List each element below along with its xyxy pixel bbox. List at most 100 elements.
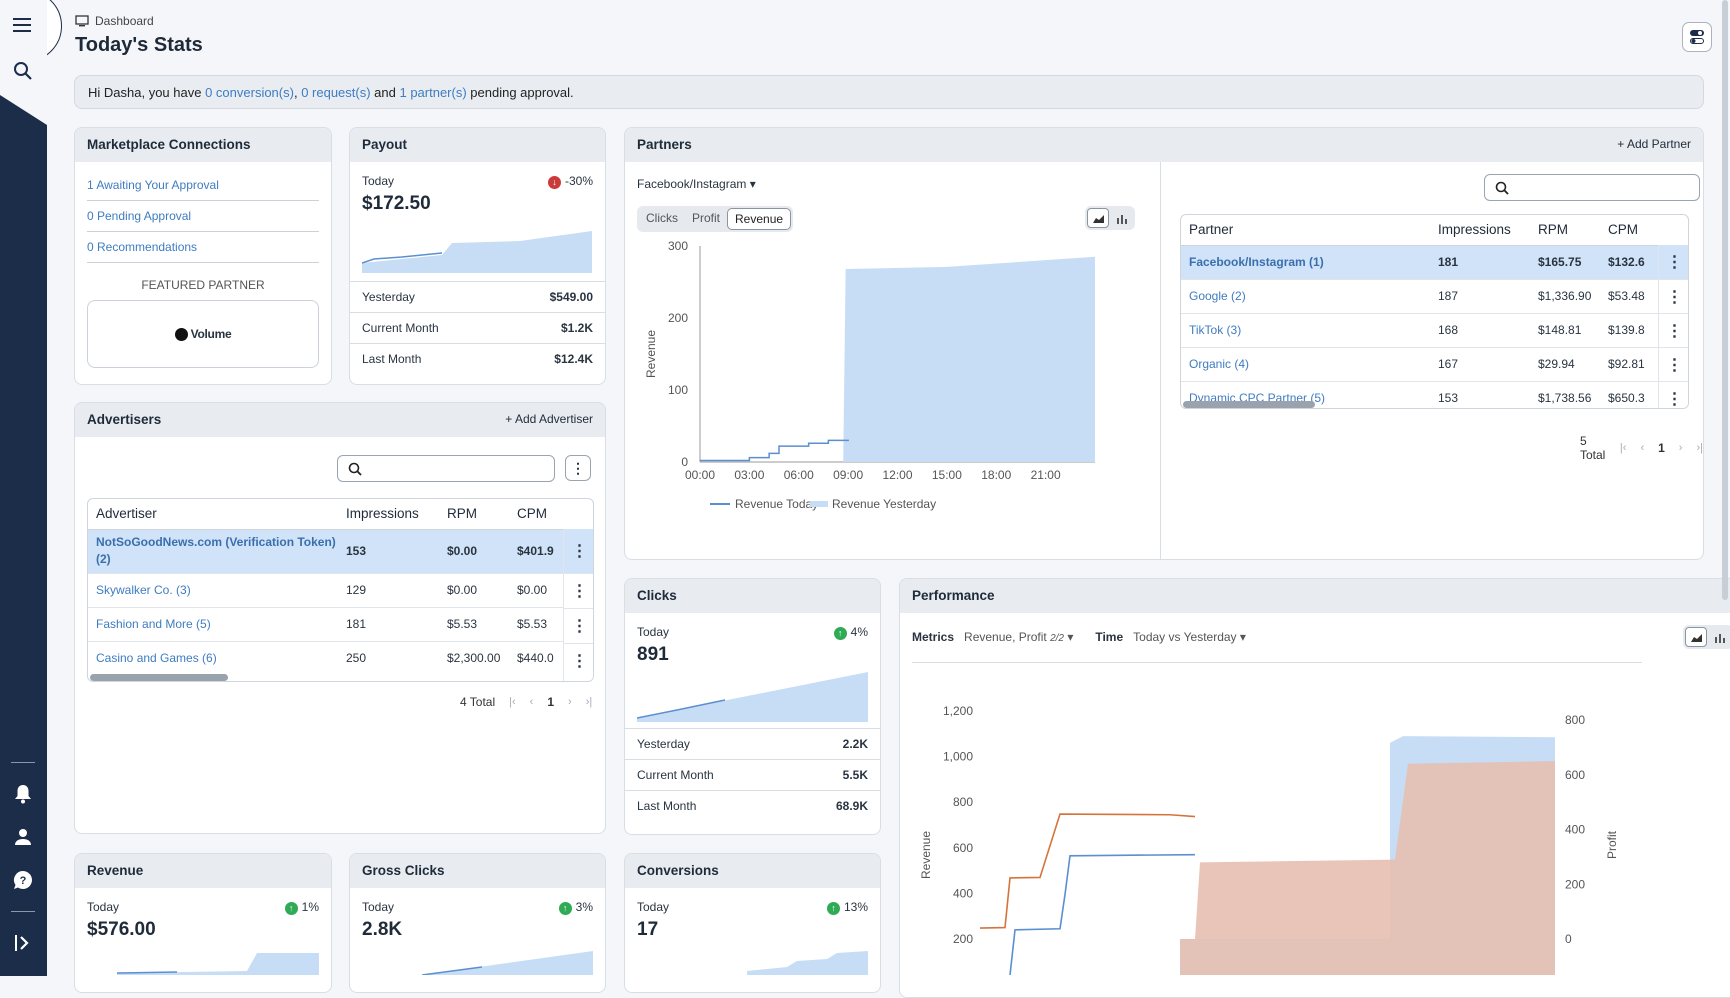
table-row[interactable]: Organic (4) 167 $29.94 $92.81 bbox=[1181, 346, 1688, 381]
toggle-icon bbox=[1690, 30, 1704, 44]
today-label: Today bbox=[362, 174, 395, 188]
pending-approval-banner: Hi Dasha, you have 0 conversion(s), 0 re… bbox=[74, 75, 1704, 109]
partners-link[interactable]: 1 partner(s) bbox=[399, 85, 467, 100]
row-actions-column: ⋮ ⋮ ⋮ ⋮ bbox=[563, 529, 593, 681]
bar-chart-icon[interactable] bbox=[1709, 627, 1730, 647]
search-icon bbox=[348, 462, 362, 476]
row-menu-icon[interactable]: ⋮ bbox=[1659, 347, 1688, 381]
x-tick-label: 12:00 bbox=[882, 468, 912, 482]
volume-logo-icon bbox=[174, 327, 188, 341]
help-icon[interactable]: ? bbox=[10, 867, 36, 893]
user-icon[interactable] bbox=[10, 824, 36, 850]
layout-toggle-button[interactable] bbox=[1682, 22, 1712, 52]
tab-clicks[interactable]: Clicks bbox=[646, 211, 678, 225]
card-title: Advertisers bbox=[87, 412, 162, 427]
performance-card: Performance Metrics Revenue, Profit 2/2 … bbox=[899, 578, 1730, 998]
search-icon[interactable] bbox=[10, 58, 36, 84]
table-row[interactable]: NotSoGoodNews.com (Verification Token) (… bbox=[88, 528, 593, 573]
partners-pagination: 5 Total |‹ ‹ 1 › ›| bbox=[1580, 434, 1703, 462]
table-row[interactable]: Dynamic CPC Partner (5) 153 $1,738.56 $650.… bbox=[1181, 380, 1688, 408]
arrow-up-icon: ↑ bbox=[558, 901, 572, 915]
row-menu-icon[interactable]: ⋮ bbox=[564, 643, 593, 678]
revenue-sparkline bbox=[116, 952, 319, 975]
first-page-icon[interactable]: |‹ bbox=[1619, 442, 1627, 454]
table-row[interactable]: Casino and Games (6) 250 $2,300.00 $440.0 bbox=[88, 640, 593, 675]
last-page-icon[interactable]: ›| bbox=[585, 696, 593, 708]
area-chart-icon[interactable] bbox=[1087, 208, 1109, 228]
table-row[interactable]: Fashion and More (5) 181 $5.53 $5.53 bbox=[88, 606, 593, 641]
horizontal-scrollbar[interactable] bbox=[90, 674, 228, 681]
table-row[interactable]: TikTok (3) 168 $148.81 $139.8 bbox=[1181, 312, 1688, 347]
partner-dropdown[interactable]: Facebook/Instagram ▾ bbox=[637, 177, 756, 191]
first-page-icon[interactable]: |‹ bbox=[509, 696, 516, 708]
horizontal-scrollbar[interactable] bbox=[1183, 401, 1315, 408]
partner-search-input[interactable] bbox=[1484, 174, 1700, 201]
featured-partner-label: FEATURED PARTNER bbox=[141, 278, 265, 292]
table-row[interactable]: Google (2) 187 $1,336.90 $53.48 bbox=[1181, 278, 1688, 313]
featured-partner-tile[interactable]: Volume bbox=[87, 300, 319, 368]
y2-tick-label: 600 bbox=[1565, 768, 1585, 782]
y-tick-label: 300 bbox=[668, 240, 688, 253]
y-tick-label: 1,200 bbox=[943, 704, 973, 718]
arrow-down-icon: ↓ bbox=[547, 175, 561, 189]
bell-icon[interactable] bbox=[10, 781, 36, 807]
card-title: Revenue bbox=[87, 863, 144, 878]
next-page-icon[interactable]: › bbox=[1678, 442, 1683, 454]
y-tick-label: 200 bbox=[668, 311, 688, 325]
metrics-dropdown[interactable]: Revenue, Profit 2/2 ▾ bbox=[964, 630, 1074, 644]
arrow-up-icon: ↑ bbox=[833, 626, 847, 640]
next-page-icon[interactable]: › bbox=[568, 696, 572, 708]
row-menu-icon[interactable]: ⋮ bbox=[1659, 279, 1688, 313]
profit-today-line bbox=[979, 813, 1196, 929]
revenue-card: Revenue Today ↑ 1% $576.00 bbox=[74, 853, 332, 993]
area-chart-icon[interactable] bbox=[1685, 627, 1707, 647]
table-row[interactable]: Facebook/Instagram (1) 181 $165.75 $132.6 bbox=[1181, 244, 1688, 279]
arrow-up-icon: ↑ bbox=[284, 901, 298, 915]
chart-type-toggle bbox=[1085, 206, 1135, 230]
tab-revenue[interactable]: Revenue bbox=[727, 208, 792, 230]
table-row[interactable]: Skywalker Co. (3) 129 $0.00 $0.00 bbox=[88, 572, 593, 607]
card-title: Clicks bbox=[637, 588, 677, 603]
revenue-today-line bbox=[1009, 853, 1196, 975]
advertiser-search-input[interactable] bbox=[337, 455, 555, 482]
search-icon bbox=[1495, 181, 1509, 195]
page-scrollbar[interactable] bbox=[1722, 0, 1728, 600]
time-label: Time bbox=[1095, 630, 1124, 644]
last-page-icon[interactable]: ›| bbox=[1696, 442, 1703, 454]
advertisers-pagination: 4 Total |‹ ‹ 1 › ›| bbox=[460, 695, 593, 709]
bar-chart-icon[interactable] bbox=[1111, 208, 1133, 228]
y-tick-label: 1,000 bbox=[943, 750, 973, 764]
card-title: Gross Clicks bbox=[362, 863, 445, 878]
requests-link[interactable]: 0 request(s) bbox=[301, 85, 371, 100]
card-title: Marketplace Connections bbox=[87, 137, 251, 152]
hamburger-menu-icon[interactable] bbox=[10, 12, 36, 38]
pending-approval-link[interactable]: 0 Pending Approval bbox=[87, 209, 192, 223]
row-menu-icon[interactable]: ⋮ bbox=[564, 608, 593, 643]
expand-sidebar-icon[interactable] bbox=[10, 930, 36, 956]
breadcrumb: Dashboard bbox=[75, 14, 154, 28]
row-menu-icon[interactable]: ⋮ bbox=[564, 573, 593, 608]
prev-page-icon[interactable]: ‹ bbox=[529, 696, 534, 708]
chart-type-toggle bbox=[1683, 625, 1730, 649]
recommendations-link[interactable]: 0 Recommendations bbox=[87, 240, 198, 254]
prev-page-icon[interactable]: ‹ bbox=[1640, 442, 1645, 454]
add-partner-button[interactable]: + Add Partner bbox=[1617, 137, 1691, 151]
advertiser-options-button[interactable]: ⋮ bbox=[565, 455, 591, 481]
x-tick-label: 15:00 bbox=[932, 468, 962, 482]
conversions-link[interactable]: 0 conversion(s) bbox=[205, 85, 294, 100]
row-menu-icon[interactable]: ⋮ bbox=[1659, 313, 1688, 347]
card-title: Performance bbox=[912, 588, 995, 603]
time-dropdown[interactable]: Today vs Yesterday ▾ bbox=[1133, 630, 1246, 644]
awaiting-approval-link[interactable]: 1 Awaiting Your Approval bbox=[87, 178, 219, 192]
breadcrumb-label[interactable]: Dashboard bbox=[95, 14, 154, 28]
row-menu-icon[interactable]: ⋮ bbox=[1659, 245, 1688, 279]
change-value: 13% bbox=[843, 900, 868, 914]
tab-profit[interactable]: Profit bbox=[692, 211, 721, 225]
revenue-yesterday-area bbox=[700, 256, 1095, 462]
x-tick-label: 21:00 bbox=[1031, 468, 1061, 482]
row-menu-icon[interactable]: ⋮ bbox=[1659, 381, 1688, 408]
partners-table: Partner Impressions RPM CPM Facebook/Instag… bbox=[1180, 214, 1689, 409]
row-menu-icon[interactable]: ⋮ bbox=[564, 529, 593, 573]
add-advertiser-button[interactable]: + Add Advertiser bbox=[505, 412, 593, 426]
y-tick-label: 100 bbox=[668, 383, 688, 397]
